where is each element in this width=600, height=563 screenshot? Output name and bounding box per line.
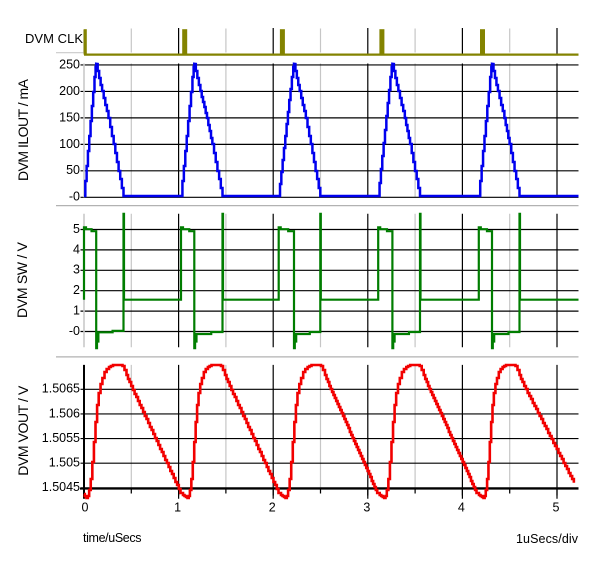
svg-text:1uSecs/div: 1uSecs/div	[516, 532, 579, 546]
svg-text:1.505: 1.505	[49, 456, 80, 470]
svg-text:-0: -0	[69, 190, 80, 204]
svg-text:1.5065: 1.5065	[42, 382, 80, 396]
svg-text:200: 200	[59, 84, 80, 98]
svg-text:time/uSecs: time/uSecs	[83, 531, 142, 545]
svg-text:DVM VOUT / V: DVM VOUT / V	[15, 385, 31, 476]
svg-text:4: 4	[73, 242, 80, 256]
svg-text:1: 1	[174, 501, 181, 515]
svg-text:3: 3	[73, 263, 80, 277]
svg-text:-0: -0	[69, 324, 80, 338]
svg-text:250: 250	[59, 57, 80, 71]
svg-text:150: 150	[59, 110, 80, 124]
svg-text:1.5045: 1.5045	[42, 480, 80, 494]
svg-text:DVM SW / V: DVM SW / V	[14, 241, 30, 318]
svg-text:5: 5	[73, 222, 80, 236]
svg-text:1.5055: 1.5055	[42, 431, 80, 445]
svg-text:0: 0	[82, 501, 89, 515]
svg-text:5: 5	[553, 501, 560, 515]
svg-text:3: 3	[363, 501, 370, 515]
svg-text:1.506: 1.506	[49, 406, 80, 420]
svg-text:DVM ILOUT / mA: DVM ILOUT / mA	[15, 78, 31, 181]
svg-text:4: 4	[458, 501, 465, 515]
svg-text:100: 100	[59, 137, 80, 151]
svg-text:1: 1	[73, 304, 80, 318]
svg-text:50: 50	[66, 163, 80, 177]
svg-text:2: 2	[73, 283, 80, 297]
svg-text:DVM CLK: DVM CLK	[25, 31, 83, 46]
svg-text:2: 2	[269, 501, 276, 515]
